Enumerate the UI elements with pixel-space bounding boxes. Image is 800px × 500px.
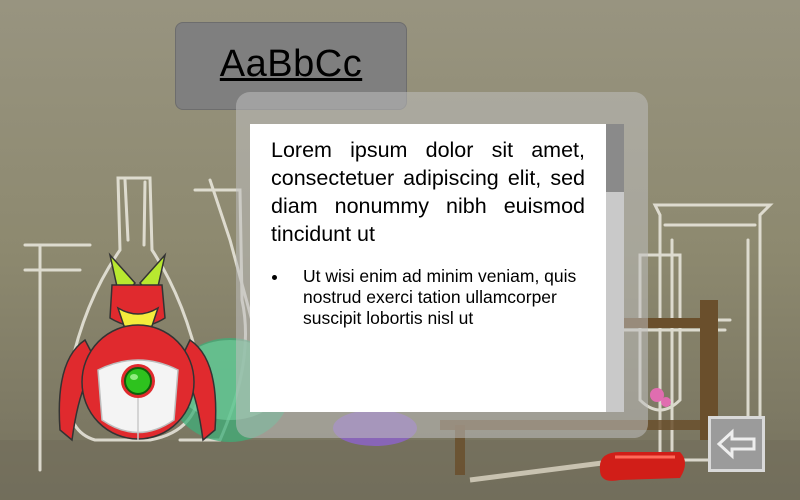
red-screwdriver bbox=[469, 459, 611, 483]
content-box[interactable]: Lorem ipsum dolor sit amet, consectetuer… bbox=[250, 124, 606, 412]
back-button[interactable] bbox=[708, 416, 765, 472]
chalk-flask-left bbox=[66, 176, 202, 442]
vertical-scrollbar[interactable] bbox=[606, 124, 624, 412]
title-text: AaBbCc bbox=[219, 43, 363, 85]
content-paragraph: Lorem ipsum dolor sit amet, consectetuer… bbox=[271, 138, 585, 246]
wooden-stand bbox=[700, 300, 718, 440]
robot-mascot bbox=[58, 252, 217, 442]
bullet-list: Ut wisi enim ad minim veniam, quis nostr… bbox=[271, 266, 585, 329]
bullet-item: Ut wisi enim ad minim veniam, quis nostr… bbox=[289, 266, 585, 329]
back-arrow-icon bbox=[716, 428, 756, 460]
scrollbar-thumb[interactable] bbox=[606, 124, 624, 192]
